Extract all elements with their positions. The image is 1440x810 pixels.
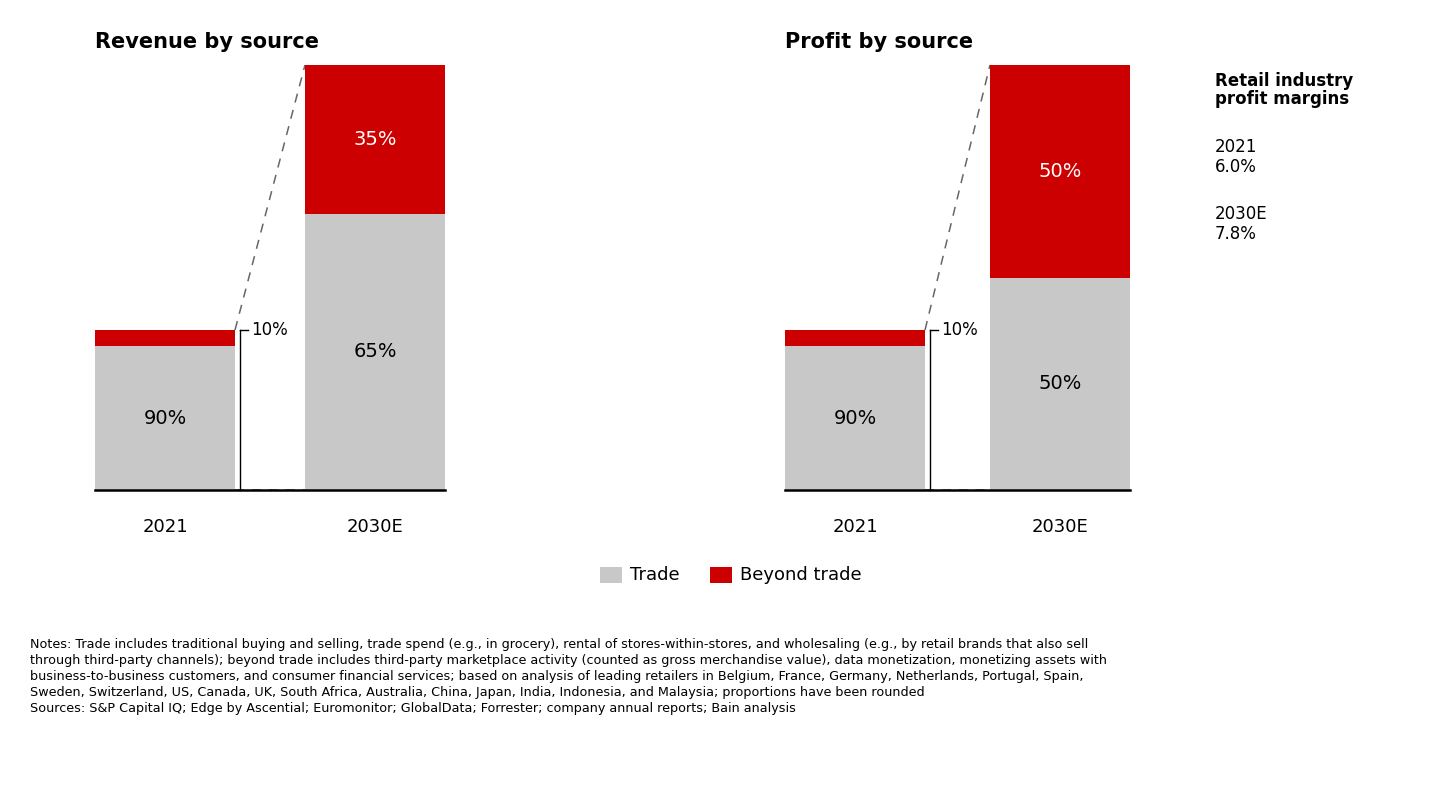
Text: 50%: 50% [1038,374,1081,393]
Bar [305,214,445,490]
Bar [785,330,924,346]
Text: 10%: 10% [251,321,288,339]
Text: Sources: S&P Capital IQ; Edge by Ascential; Euromonitor; GlobalData; Forrester; : Sources: S&P Capital IQ; Edge by Ascenti… [30,702,796,715]
Text: 2030E: 2030E [1031,518,1089,536]
Text: business-to-business customers, and consumer financial services; based on analys: business-to-business customers, and cons… [30,670,1083,683]
Text: 50%: 50% [1038,162,1081,181]
Text: 2021: 2021 [1215,138,1257,156]
Text: 10%: 10% [940,321,978,339]
Bar [95,330,235,346]
Text: 2030E: 2030E [1215,205,1267,223]
Text: profit margins: profit margins [1215,90,1349,108]
Text: 90%: 90% [834,408,877,428]
Bar [710,567,732,583]
Bar [991,65,1130,278]
Bar [305,65,445,214]
Text: 6.0%: 6.0% [1215,158,1257,176]
Text: 2021: 2021 [143,518,187,536]
Bar [785,346,924,490]
Text: 90%: 90% [144,408,187,428]
Text: 65%: 65% [353,343,397,361]
Text: Trade: Trade [631,566,680,584]
Text: 7.8%: 7.8% [1215,225,1257,243]
Text: Profit by source: Profit by source [785,32,973,52]
Text: Retail industry: Retail industry [1215,72,1354,90]
Text: through third-party channels); beyond trade includes third-party marketplace act: through third-party channels); beyond tr… [30,654,1107,667]
Text: 35%: 35% [353,130,397,149]
Bar [600,567,622,583]
Text: Revenue by source: Revenue by source [95,32,320,52]
Bar [991,278,1130,490]
Text: 2030E: 2030E [347,518,403,536]
Text: 2021: 2021 [832,518,878,536]
Text: Beyond trade: Beyond trade [740,566,861,584]
Bar [95,346,235,490]
Text: Sweden, Switzerland, US, Canada, UK, South Africa, Australia, China, Japan, Indi: Sweden, Switzerland, US, Canada, UK, Sou… [30,686,924,699]
Text: Notes: Trade includes traditional buying and selling, trade spend (e.g., in groc: Notes: Trade includes traditional buying… [30,638,1089,651]
